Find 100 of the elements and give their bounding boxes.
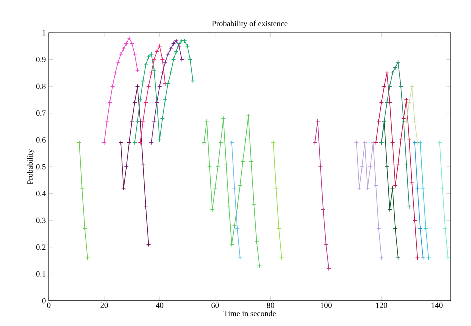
point <box>130 119 135 124</box>
y-tick-label: 0.9 <box>36 57 46 63</box>
y-tick-label: 0.5 <box>36 164 46 170</box>
point <box>140 119 146 124</box>
y-tick-label: 0.7 <box>36 110 46 116</box>
point <box>376 226 382 231</box>
point <box>180 38 184 44</box>
point <box>443 226 448 231</box>
point <box>132 52 138 57</box>
point <box>210 208 215 212</box>
point <box>144 204 148 210</box>
point <box>316 119 320 124</box>
point <box>144 100 148 106</box>
point <box>132 100 138 106</box>
point <box>376 119 382 124</box>
point <box>127 140 132 146</box>
point <box>418 226 423 231</box>
point <box>163 98 168 102</box>
point <box>149 52 154 57</box>
point <box>232 186 238 191</box>
point <box>124 164 129 170</box>
point <box>146 84 152 89</box>
y-tick-label: 0.3 <box>36 218 46 224</box>
point <box>80 186 85 191</box>
point <box>388 84 392 89</box>
point <box>388 100 392 106</box>
point <box>398 84 404 89</box>
x-axis-title: Time in seconde <box>224 310 276 316</box>
point <box>138 98 143 102</box>
point <box>144 62 148 68</box>
x-tick-label: 20 <box>100 302 108 308</box>
point <box>232 224 238 228</box>
point <box>407 138 412 143</box>
point <box>254 240 260 244</box>
point <box>207 164 212 170</box>
point <box>393 65 398 70</box>
x-tick-label: 100 <box>320 302 332 308</box>
point <box>240 159 246 164</box>
point <box>216 164 220 170</box>
point <box>321 208 326 212</box>
point <box>360 164 365 170</box>
point <box>174 49 179 54</box>
point <box>382 84 387 89</box>
point <box>404 98 409 102</box>
point <box>235 226 240 231</box>
point <box>168 70 174 76</box>
y-tick-label: 0.1 <box>36 271 46 277</box>
point <box>415 186 420 191</box>
point <box>174 38 179 44</box>
point <box>168 46 174 52</box>
x-tick-label: 0 <box>47 302 51 308</box>
y-tick-label: 0.6 <box>36 137 46 143</box>
chart-title: Probability of existence <box>212 20 288 28</box>
point <box>104 119 110 124</box>
point <box>113 70 118 76</box>
point <box>357 186 362 191</box>
y-tick-label: 0.4 <box>36 191 46 196</box>
point <box>158 44 162 49</box>
point <box>158 84 162 89</box>
point <box>235 204 240 210</box>
x-tick-label: 60 <box>212 302 220 308</box>
point <box>410 180 415 186</box>
x-tick-label: 120 <box>376 302 388 308</box>
x-tick-label: 40 <box>156 302 164 308</box>
point <box>166 52 171 57</box>
point <box>398 138 404 143</box>
point <box>163 60 168 65</box>
point <box>108 100 112 106</box>
point <box>252 202 257 207</box>
y-tick-label: 1 <box>42 30 46 36</box>
point <box>318 164 324 170</box>
point <box>166 82 171 86</box>
point <box>135 119 140 124</box>
point <box>182 38 188 44</box>
point <box>412 218 418 223</box>
point <box>388 208 392 212</box>
point <box>393 226 398 231</box>
point <box>274 186 279 191</box>
point <box>122 186 126 191</box>
point <box>213 186 218 191</box>
point <box>127 36 132 41</box>
point <box>393 183 398 188</box>
point <box>246 114 251 118</box>
x-tick-label: 80 <box>267 302 274 308</box>
x-tick-label: 140 <box>432 302 443 308</box>
point <box>152 119 157 124</box>
point <box>390 186 396 191</box>
point <box>152 68 157 73</box>
point <box>396 60 401 65</box>
point <box>149 70 154 76</box>
y-tick-label: 0 <box>42 298 46 304</box>
point <box>82 226 88 231</box>
point <box>424 226 428 231</box>
point <box>407 100 412 106</box>
y-axis-title: Probability <box>27 149 35 185</box>
point <box>138 119 143 124</box>
point <box>412 119 418 124</box>
point <box>118 52 124 57</box>
point <box>384 164 390 170</box>
point <box>135 84 140 89</box>
